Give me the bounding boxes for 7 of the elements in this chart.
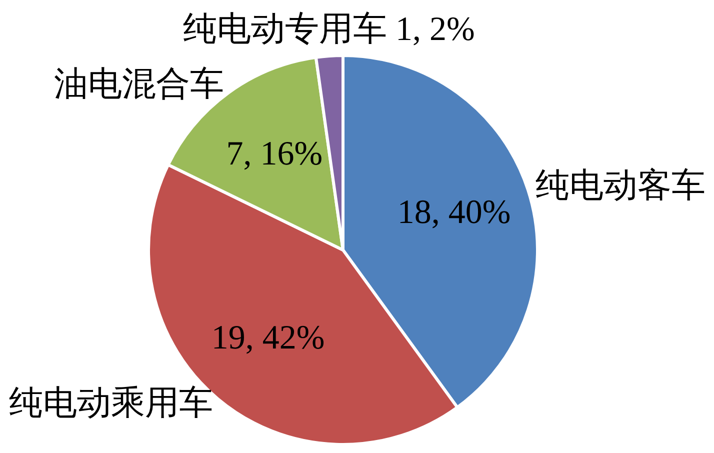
- slice-label: 纯电动客车: [536, 167, 706, 204]
- data-label: 7, 16%: [226, 136, 323, 173]
- slice-label: 纯电动专用车 1, 2%: [182, 10, 475, 48]
- slice-label: 纯电动乘用车: [8, 385, 213, 422]
- slice-label: 油电混合车: [54, 66, 224, 104]
- data-label: 18, 40%: [397, 194, 511, 231]
- data-label: 19, 42%: [211, 319, 325, 356]
